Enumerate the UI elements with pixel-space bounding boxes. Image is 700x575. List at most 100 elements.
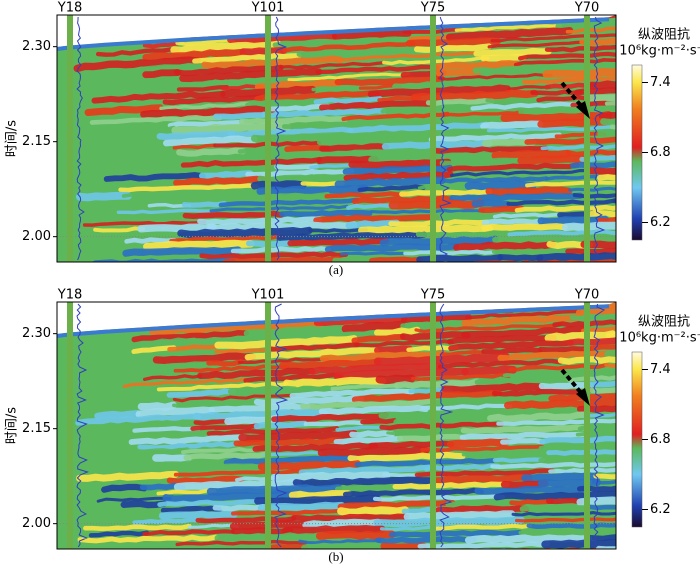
- y-tick-label: 2.00: [22, 229, 51, 244]
- y-axis-label: 时间/s: [5, 120, 20, 157]
- layer: [181, 447, 257, 455]
- layer: [120, 500, 168, 509]
- layer: [250, 180, 307, 190]
- layer: [367, 289, 463, 291]
- well-log: [274, 303, 289, 548]
- layer: [454, 23, 563, 32]
- layer: [440, 109, 525, 118]
- layer: [257, 173, 352, 184]
- y-tick-label: 2.15: [22, 134, 51, 149]
- layer: [243, 324, 355, 337]
- layer: [375, 536, 477, 544]
- layer: [218, 197, 360, 208]
- layer: [88, 530, 150, 538]
- layer: [214, 565, 262, 567]
- layer: [439, 547, 507, 549]
- layer: [172, 296, 260, 297]
- layer: [393, 378, 481, 389]
- layer: [584, 380, 616, 388]
- layer: [394, 265, 434, 266]
- layer: [372, 494, 506, 502]
- layer: [171, 400, 264, 408]
- layer: [518, 51, 616, 61]
- layer: [405, 128, 491, 138]
- above-top: [57, 302, 616, 334]
- layer: [537, 117, 609, 129]
- layer: [173, 165, 282, 173]
- layer: [173, 572, 237, 574]
- layer: [173, 566, 213, 568]
- above-top: [57, 15, 616, 47]
- layer: [173, 469, 306, 477]
- layer: [596, 174, 616, 181]
- colorbar-tick-label: 7.4: [650, 75, 671, 90]
- layer: [462, 260, 530, 262]
- layer: [142, 529, 235, 537]
- layer: [137, 441, 239, 451]
- layer: [103, 172, 206, 182]
- layer: [480, 120, 544, 130]
- layer: [124, 237, 177, 244]
- layer: [492, 212, 561, 219]
- layer: [493, 490, 616, 501]
- layer: [580, 240, 616, 249]
- layer: [355, 282, 483, 284]
- layer: [160, 505, 223, 514]
- layer: [490, 33, 616, 43]
- layer: [567, 375, 616, 383]
- layer: [169, 234, 286, 243]
- layer: [513, 57, 616, 67]
- layer: [423, 463, 501, 472]
- layer: [142, 41, 179, 49]
- layer: [231, 266, 327, 269]
- layer: [271, 411, 389, 423]
- arrow-head: [576, 101, 590, 119]
- layer: [298, 464, 432, 476]
- layer: [149, 323, 268, 336]
- layer: [411, 372, 511, 382]
- well-track: [430, 302, 436, 549]
- layer: [156, 130, 236, 141]
- layer: [116, 208, 217, 215]
- layer: [537, 215, 609, 226]
- layer: [472, 65, 551, 75]
- layer: [181, 200, 228, 208]
- layer: [324, 191, 409, 199]
- layer: [308, 362, 444, 375]
- layer: [468, 275, 572, 277]
- colorbar: [631, 351, 643, 528]
- layer: [76, 470, 179, 482]
- layer: [233, 437, 344, 447]
- layer: [315, 64, 440, 75]
- layer: [358, 224, 493, 234]
- layer: [587, 93, 616, 102]
- layer: [259, 564, 355, 567]
- layer: [380, 542, 427, 549]
- layer: [583, 344, 616, 352]
- y-tick-label: 2.30: [22, 326, 51, 341]
- layer: [96, 496, 172, 503]
- layer: [493, 269, 589, 271]
- layer: [342, 487, 485, 498]
- layer: [278, 277, 382, 279]
- layer: [413, 43, 493, 53]
- layer: [538, 346, 592, 353]
- layer: [332, 29, 412, 40]
- layer: [539, 435, 616, 445]
- layer: [276, 192, 331, 200]
- layer: [380, 105, 474, 114]
- layer: [230, 246, 332, 254]
- layer: [337, 51, 477, 62]
- layer: [135, 406, 216, 419]
- frame: [56, 14, 617, 263]
- layer: [227, 33, 337, 45]
- layer: [282, 40, 416, 53]
- layer: [86, 297, 174, 299]
- layer: [82, 220, 207, 227]
- well-track: [265, 15, 271, 262]
- layer: [507, 229, 616, 237]
- layer: [75, 413, 202, 426]
- layer: [206, 359, 244, 367]
- layer: [281, 118, 407, 130]
